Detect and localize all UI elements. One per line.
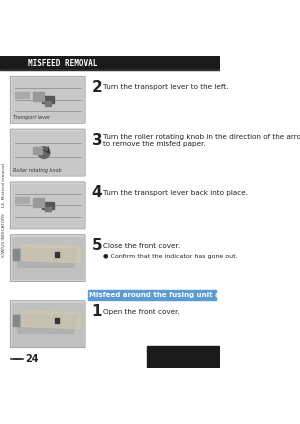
Bar (42, 202, 54, 209)
Bar (147, 346, 220, 368)
FancyBboxPatch shape (10, 76, 85, 123)
Polygon shape (22, 311, 81, 329)
Text: Turn the roller rotating knob in the direction of the arrow
to remove the misfed: Turn the roller rotating knob in the dir… (103, 134, 300, 147)
Text: MISFEED REMOVAL: MISFEED REMOVAL (28, 59, 97, 67)
Bar (33, 198, 44, 207)
Text: STATUS INDICATORS    14. Misfeed removal: STATUS INDICATORS 14. Misfeed removal (2, 164, 6, 257)
Bar (15, 92, 29, 98)
Polygon shape (15, 315, 77, 333)
Bar (13, 131, 83, 174)
FancyBboxPatch shape (10, 301, 85, 348)
Text: Open the front cover.: Open the front cover. (103, 309, 179, 315)
Bar (55, 318, 59, 323)
Bar (45, 101, 51, 106)
Bar (45, 207, 51, 211)
Circle shape (38, 147, 50, 159)
Text: 5: 5 (92, 238, 102, 253)
Bar (33, 147, 42, 154)
Bar (88, 290, 216, 300)
Bar (13, 249, 19, 260)
FancyBboxPatch shape (10, 235, 85, 282)
Bar (13, 184, 83, 227)
Bar (13, 303, 83, 346)
Text: Turn the transport lever to the left.: Turn the transport lever to the left. (103, 84, 228, 90)
Text: Misfeed around the fusing unit and exit area: Misfeed around the fusing unit and exit … (89, 292, 268, 298)
Bar (0, 56, 220, 70)
Text: 24: 24 (25, 354, 38, 364)
Text: 3: 3 (92, 133, 102, 148)
Bar (42, 96, 54, 103)
Text: 4: 4 (92, 185, 102, 201)
Text: Close the front cover.: Close the front cover. (103, 243, 180, 249)
Bar (55, 251, 59, 257)
FancyBboxPatch shape (10, 182, 85, 229)
FancyBboxPatch shape (10, 129, 85, 176)
Bar (13, 78, 83, 121)
Bar (13, 315, 19, 326)
Text: Transport lever: Transport lever (13, 115, 50, 120)
Bar (13, 237, 83, 279)
Bar (33, 92, 44, 101)
Text: 2: 2 (92, 80, 102, 95)
Polygon shape (15, 249, 77, 267)
Text: 1: 1 (92, 304, 102, 319)
Text: ● Confirm that the indicator has gone out.: ● Confirm that the indicator has gone ou… (103, 254, 237, 259)
Bar (15, 197, 29, 203)
Text: Turn the transport lever back into place.: Turn the transport lever back into place… (103, 190, 248, 196)
Text: Roller rotating knob: Roller rotating knob (13, 168, 62, 173)
Polygon shape (22, 245, 81, 263)
